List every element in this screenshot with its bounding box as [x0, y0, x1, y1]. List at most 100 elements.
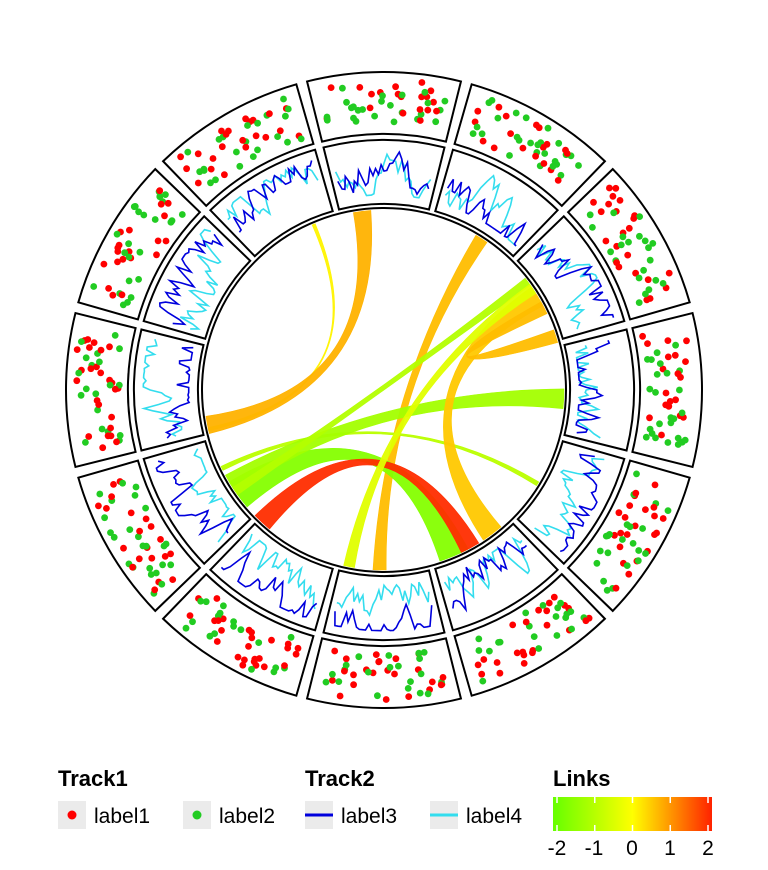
- link-ribbon: [205, 210, 372, 434]
- label1-point: [95, 502, 102, 510]
- label2-point: [619, 536, 626, 543]
- label2-point: [557, 171, 565, 179]
- label2-point: [152, 569, 160, 577]
- label4-line: [443, 536, 531, 600]
- label1-point: [554, 177, 562, 184]
- label1-point: [268, 636, 275, 644]
- label1-point: [416, 117, 424, 124]
- label2-point: [420, 649, 428, 656]
- label1-point: [239, 661, 247, 669]
- label2-point: [96, 358, 103, 366]
- label2-point: [125, 253, 133, 261]
- label2-point: [116, 345, 123, 353]
- label1-point: [683, 337, 690, 345]
- label1-point: [118, 291, 126, 299]
- label1-point: [666, 398, 674, 405]
- label1-point: [350, 681, 357, 689]
- label1-point: [194, 150, 202, 158]
- label1-point: [284, 644, 292, 652]
- label1-point: [209, 155, 217, 162]
- label1-point: [644, 340, 651, 347]
- label1-point: [129, 563, 137, 571]
- label1-point: [368, 90, 375, 98]
- label1-point: [148, 554, 156, 562]
- label2-point: [160, 542, 168, 550]
- label1-point: [251, 655, 259, 663]
- label2-point: [600, 577, 607, 585]
- track1-cell: [161, 83, 315, 208]
- label1-point: [341, 667, 348, 675]
- legend-label4-text: label4: [466, 805, 522, 828]
- label1-point: [677, 373, 684, 381]
- label2-point: [596, 547, 604, 555]
- label2-point: [116, 432, 124, 439]
- label2-point: [415, 649, 423, 657]
- label1-point: [471, 118, 479, 126]
- label2-point: [541, 150, 549, 157]
- legend-track1-title: Track1: [58, 766, 128, 791]
- label2-point: [111, 332, 119, 339]
- label1-point: [366, 104, 374, 112]
- label1-point: [582, 617, 590, 625]
- label2-point: [479, 677, 487, 685]
- label2-point: [553, 632, 561, 639]
- label1-point: [651, 512, 658, 520]
- sector-8: [161, 522, 334, 697]
- label2-point: [562, 614, 570, 621]
- label2-point: [121, 249, 129, 257]
- label1-point: [428, 678, 436, 686]
- label2-point: [404, 685, 412, 692]
- label1-point: [153, 251, 160, 259]
- label1-point: [147, 523, 155, 530]
- label1-point: [111, 385, 119, 393]
- legend-label2-dot: [192, 810, 202, 820]
- label1-point: [615, 509, 623, 517]
- label1-point: [248, 634, 256, 642]
- label1-point: [156, 187, 164, 195]
- label1-point: [245, 643, 252, 650]
- label1-point: [93, 397, 101, 404]
- label2-point: [287, 633, 295, 641]
- label1-point: [682, 358, 689, 365]
- label2-point: [82, 439, 89, 446]
- label2-point: [506, 152, 513, 159]
- label2-point: [159, 561, 167, 569]
- label2-point: [280, 95, 287, 103]
- label1-point: [161, 212, 168, 220]
- label2-point: [125, 277, 133, 285]
- label1-point: [439, 674, 447, 681]
- label2-point: [575, 162, 582, 169]
- label1-point: [519, 144, 527, 152]
- label2-point: [167, 561, 175, 569]
- label1-point: [650, 503, 658, 511]
- label1-point: [597, 208, 605, 216]
- label2-point: [212, 176, 219, 184]
- label1-point: [478, 670, 486, 678]
- label2-point: [659, 280, 667, 287]
- colorbar-tick-label: 0: [626, 837, 638, 860]
- label1-point: [495, 103, 503, 111]
- label2-point: [530, 633, 538, 640]
- label1-point: [529, 649, 536, 657]
- label1-point: [245, 626, 253, 634]
- legend-links-title: Links: [553, 766, 610, 791]
- label1-point: [207, 165, 215, 173]
- label1-point: [97, 346, 105, 354]
- label1-point: [496, 669, 504, 677]
- label2-point: [648, 356, 655, 363]
- label1-point: [120, 544, 127, 552]
- label1-point: [621, 514, 629, 521]
- label4-line: [336, 581, 430, 618]
- label2-point: [648, 430, 656, 437]
- label3-line: [220, 550, 318, 618]
- label2-point: [678, 438, 686, 446]
- label2-point: [567, 608, 575, 615]
- label1-point: [106, 343, 113, 351]
- label2-point: [282, 112, 289, 120]
- label1-point: [372, 651, 380, 658]
- sector-3: [516, 167, 691, 340]
- label1-point: [433, 107, 440, 115]
- colorbar-tick-label: 1: [664, 837, 676, 860]
- label1-point: [639, 332, 646, 340]
- label1-point: [651, 531, 658, 538]
